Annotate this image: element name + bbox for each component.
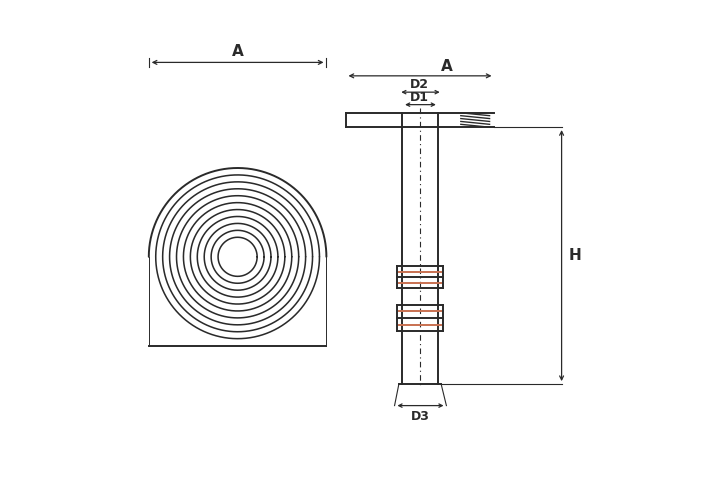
Text: D3: D3 [411,410,430,423]
Text: D2: D2 [410,77,429,91]
Text: D1: D1 [410,91,429,105]
Text: H: H [569,248,582,263]
Text: A: A [232,44,243,60]
Text: A: A [441,59,452,74]
